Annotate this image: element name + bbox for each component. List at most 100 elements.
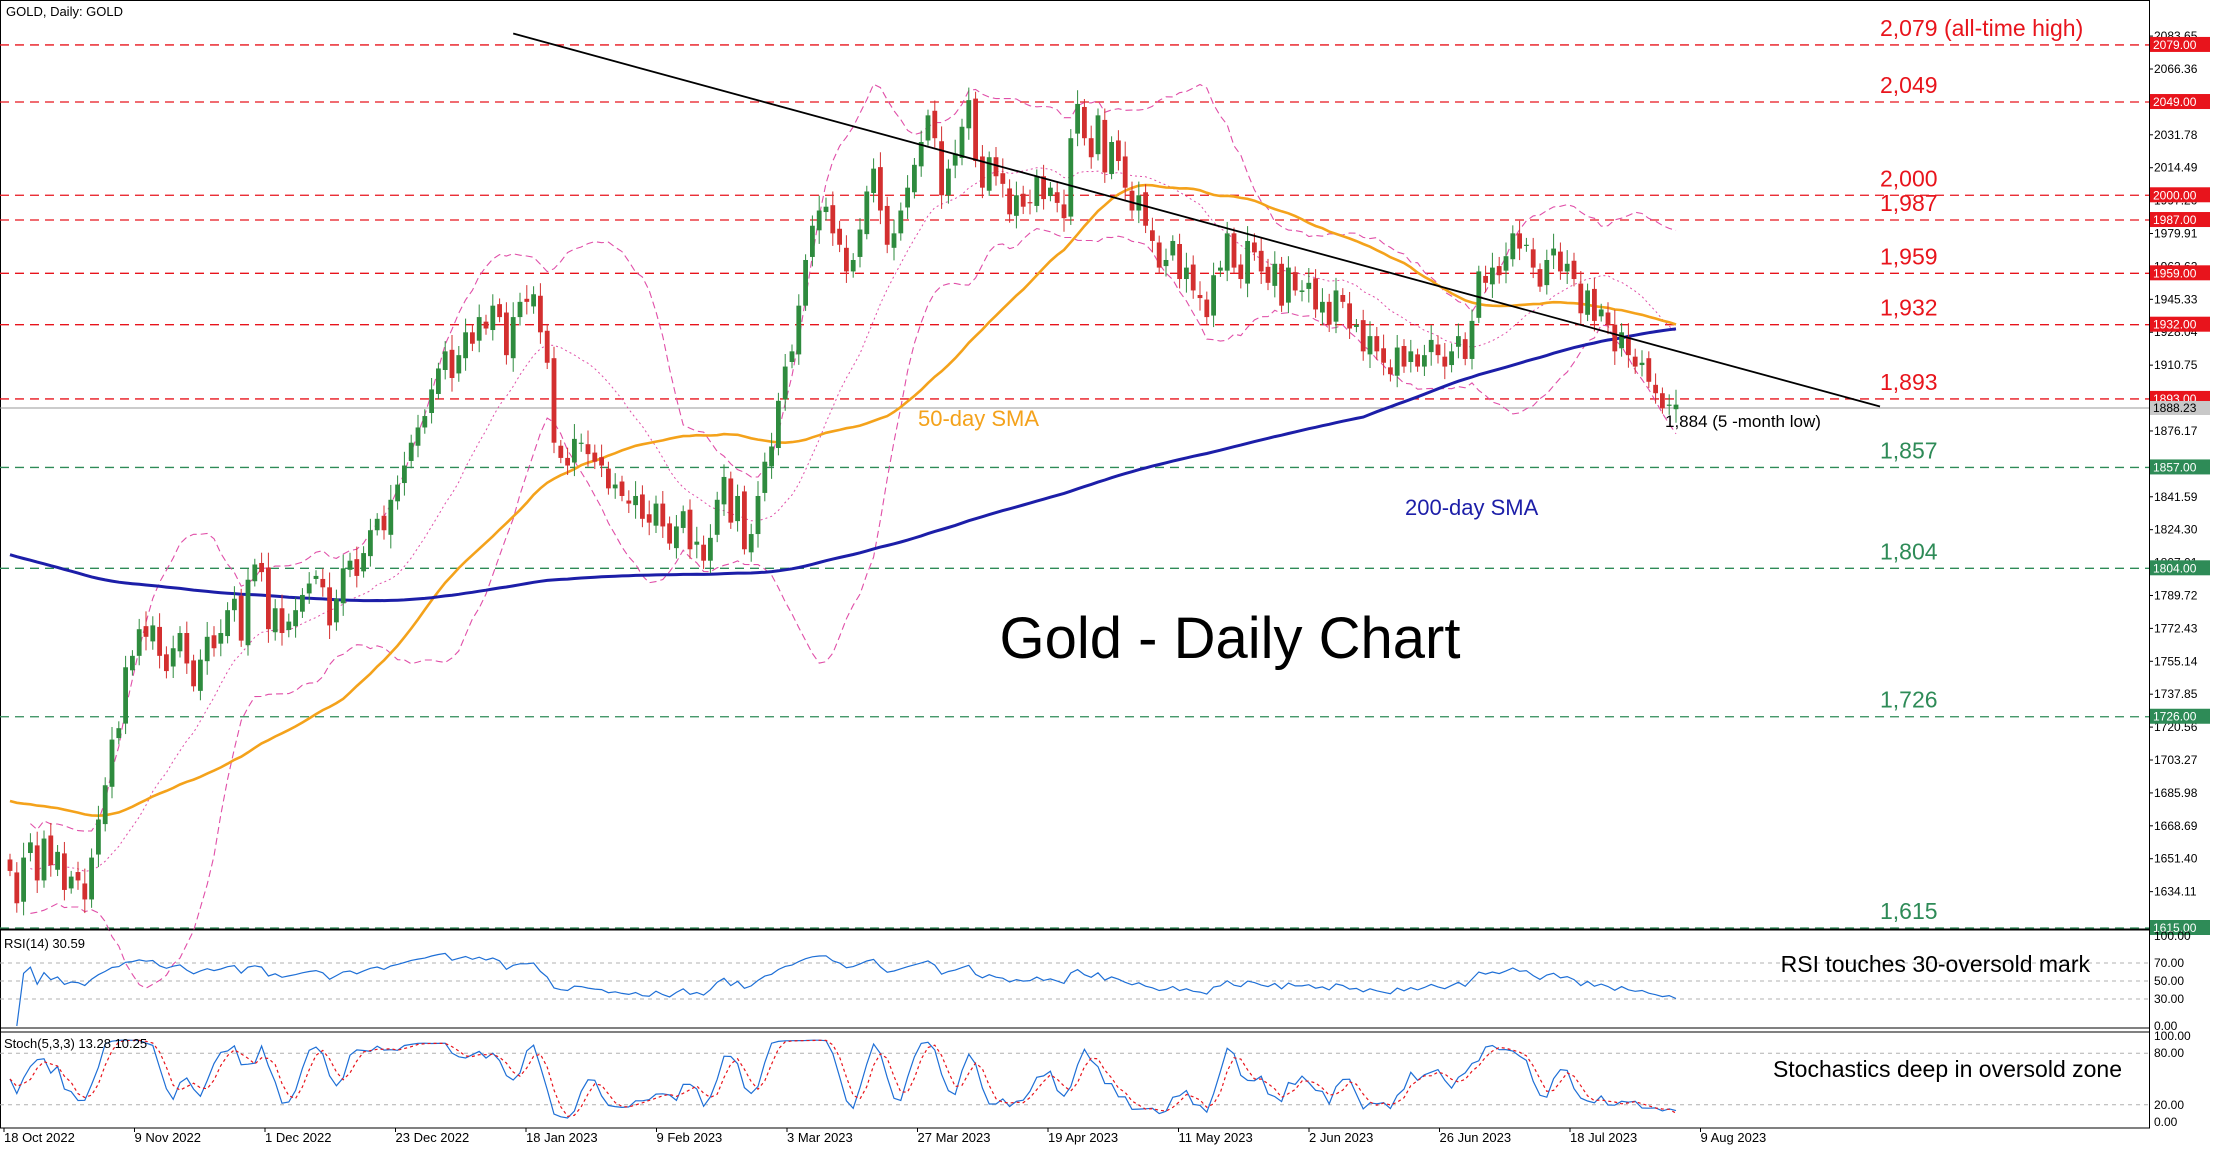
candle-body — [1163, 259, 1169, 267]
candle-body — [952, 153, 958, 166]
candle — [701, 535, 706, 570]
candle-body — [442, 351, 448, 370]
candle — [769, 432, 774, 479]
candle — [102, 777, 108, 832]
candle-body — [626, 500, 632, 504]
rsi-label: RSI(14) 30.59 — [4, 936, 85, 951]
candle — [388, 484, 394, 549]
candle — [62, 841, 67, 901]
candle-body — [1333, 290, 1339, 322]
candle — [198, 649, 203, 701]
candle-body — [776, 400, 781, 449]
candle — [184, 621, 190, 674]
candle-body — [463, 332, 468, 359]
candle-body — [286, 621, 292, 630]
candle-body — [932, 110, 938, 139]
candle-body — [578, 442, 584, 444]
level-tag-bg — [2150, 94, 2210, 110]
candle — [1048, 181, 1053, 202]
level-tag-text: 2000.00 — [2153, 188, 2197, 202]
candle-body — [823, 206, 829, 213]
candle — [1469, 309, 1475, 370]
candle — [796, 294, 802, 365]
candle — [1082, 98, 1087, 146]
candle — [667, 516, 672, 550]
candle — [1653, 373, 1658, 404]
candle — [1014, 181, 1019, 229]
candle — [572, 424, 577, 477]
rsi-tick-label: 30.00 — [2154, 992, 2184, 1006]
candle — [1292, 266, 1298, 296]
level-label: 1,857 — [1880, 437, 1938, 463]
candle — [1605, 302, 1611, 335]
candle — [578, 433, 584, 452]
candle — [191, 654, 196, 692]
candle — [599, 444, 604, 478]
level-tag-bg — [2150, 316, 2210, 332]
level-tag-text: 1932.00 — [2153, 318, 2197, 332]
y-tick-label: 1979.91 — [2154, 227, 2198, 241]
candle — [966, 87, 972, 140]
candle-body — [612, 484, 618, 489]
candle-body — [905, 187, 910, 208]
candle-body — [1524, 244, 1529, 246]
candle-body — [510, 317, 516, 359]
candle-body — [361, 553, 366, 572]
candle — [1279, 256, 1284, 312]
candle-body — [130, 655, 135, 671]
level-label: 1,615 — [1880, 898, 1938, 924]
candle-body — [422, 416, 428, 428]
candle — [1422, 344, 1427, 376]
candle-body — [429, 389, 434, 414]
candle — [789, 344, 795, 369]
candle-body — [1075, 103, 1080, 134]
y-tick-label: 1703.27 — [2154, 753, 2198, 767]
candle-body — [633, 495, 638, 506]
candle — [1204, 291, 1210, 325]
candle-body — [592, 452, 598, 462]
candle — [1449, 343, 1454, 373]
sma200-label: 200-day SMA — [1405, 495, 1539, 520]
candle-body — [544, 330, 550, 363]
level-tag-bg — [2150, 212, 2210, 228]
candle — [306, 572, 312, 604]
candle — [1068, 129, 1074, 225]
candle-body — [266, 567, 271, 630]
candle — [830, 191, 836, 246]
candle — [150, 616, 156, 650]
candle-body — [687, 509, 693, 550]
candle — [116, 721, 122, 745]
candle — [1462, 332, 1468, 366]
candle — [1245, 226, 1250, 298]
level-price-tag: 1726.00 — [2150, 708, 2210, 724]
candle — [327, 572, 332, 640]
candle — [1612, 309, 1618, 365]
candle — [871, 158, 876, 203]
candle — [1476, 265, 1482, 324]
candle — [592, 444, 598, 470]
level-tag-bg — [2150, 708, 2210, 724]
candle-body — [660, 503, 666, 527]
rsi-note: RSI touches 30-oversold mark — [1781, 951, 2091, 977]
candle-body — [1136, 195, 1142, 211]
candle-body — [1224, 233, 1230, 271]
candle — [810, 215, 815, 267]
candle — [1027, 189, 1033, 215]
candle-body — [1496, 266, 1502, 276]
candle — [748, 523, 754, 562]
candle — [1530, 237, 1536, 279]
candle-body — [1558, 251, 1563, 272]
candle — [762, 452, 768, 502]
level-tag-bg — [2150, 459, 2210, 475]
candle — [653, 495, 659, 533]
candle — [1095, 108, 1101, 161]
candle — [1136, 181, 1142, 224]
candle-body — [1082, 106, 1087, 139]
candle — [41, 830, 47, 888]
candle — [925, 109, 931, 146]
y-tick-label: 1634.11 — [2154, 885, 2197, 899]
candle — [517, 292, 523, 326]
candle-body — [980, 156, 985, 188]
y-tick-label: 1685.98 — [2154, 786, 2198, 800]
candle-body — [1184, 267, 1189, 280]
